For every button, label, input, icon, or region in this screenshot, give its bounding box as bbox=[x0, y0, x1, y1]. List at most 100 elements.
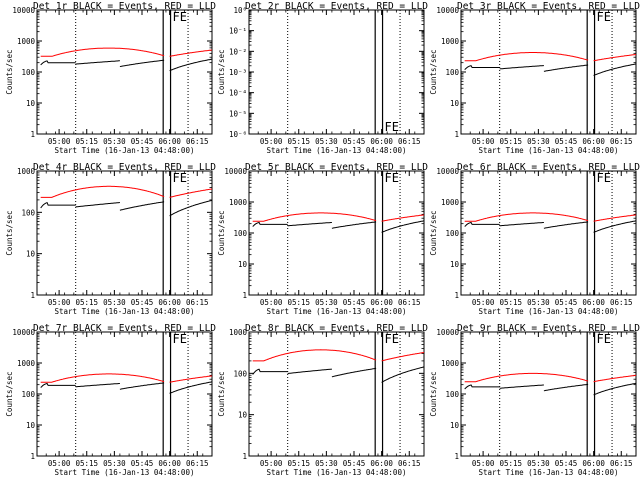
panel-det-9: Det 9r BLACK = Events, RED = LLD 1 10 100 10… bbox=[429, 323, 640, 477]
x-tick-label: 05:15 bbox=[287, 459, 310, 468]
panel-det-8: Det 8r BLACK = Events, RED = LLD 1 10 100 10… bbox=[217, 323, 428, 477]
lld-line bbox=[464, 212, 589, 222]
events-line-segment bbox=[464, 65, 500, 71]
x-tick-label: 05:45 bbox=[131, 298, 154, 307]
plot-frame bbox=[460, 170, 637, 296]
lld-line bbox=[381, 214, 425, 222]
y-tick-label: 10000 bbox=[224, 167, 247, 176]
x-tick-label: 05:45 bbox=[343, 298, 366, 307]
events-line-segment bbox=[543, 221, 589, 229]
panel-title: Det 5r BLACK = Events, RED = LLD bbox=[245, 162, 428, 173]
y-axis-label: Counts/sec bbox=[429, 210, 438, 255]
y-tick-label: 10 bbox=[450, 99, 460, 108]
plot-frame bbox=[248, 331, 425, 457]
x-tick-label: 05:30 bbox=[103, 137, 126, 146]
plot-frame bbox=[36, 170, 213, 296]
panel-det-1: Det 1r BLACK = Events, RED = LLD 1 10 100 10… bbox=[5, 1, 216, 155]
x-tick-label: 06:00 bbox=[582, 298, 605, 307]
x-tick-label: 06:15 bbox=[610, 459, 633, 468]
x-tick-label: 05:30 bbox=[527, 298, 550, 307]
x-tick-label: 05:00 bbox=[472, 137, 495, 146]
events-line-segment bbox=[75, 202, 120, 208]
events-line-segment bbox=[252, 368, 288, 375]
plot-frame bbox=[460, 9, 637, 135]
x-tick-label: 05:15 bbox=[499, 137, 522, 146]
y-tick-label: 100 bbox=[445, 390, 459, 399]
plot-frame bbox=[460, 331, 637, 457]
y-axis-label: Counts/sec bbox=[5, 49, 14, 94]
lld-line bbox=[169, 188, 213, 198]
panel-title: Det 2r BLACK = Events, RED = LLD bbox=[245, 1, 428, 12]
events-line-segment bbox=[331, 221, 377, 229]
lld-line bbox=[593, 374, 637, 383]
events-line-segment bbox=[543, 64, 589, 72]
y-tick-label: 1 bbox=[454, 130, 459, 139]
y-tick-label: 1 bbox=[30, 291, 35, 300]
x-axis-label: Start Time (16-Jan-13 04:48:00) bbox=[479, 307, 619, 316]
y-tick-label: 100 bbox=[21, 390, 35, 399]
x-axis-label: Start Time (16-Jan-13 04:48:00) bbox=[267, 468, 407, 477]
fe-flag: FE bbox=[385, 332, 399, 346]
y-tick-label: 10 bbox=[26, 421, 36, 430]
x-tick-label: 05:30 bbox=[315, 137, 338, 146]
y-axis-label: Counts/sec bbox=[429, 371, 438, 416]
panel-det-7: Det 7r BLACK = Events, RED = LLD 1 10 100 10… bbox=[5, 323, 216, 477]
panel-title: Det 6r BLACK = Events, RED = LLD bbox=[457, 162, 640, 173]
x-tick-label: 05:45 bbox=[343, 459, 366, 468]
y-axis-label: Counts/sec bbox=[5, 371, 14, 416]
y-tick-label: 10⁻¹ bbox=[229, 27, 247, 36]
fe-flag: FE bbox=[597, 10, 611, 24]
x-tick-label: 06:00 bbox=[158, 298, 181, 307]
y-tick-label: 1000 bbox=[441, 37, 460, 46]
lld-line bbox=[169, 49, 213, 57]
events-line-segment bbox=[381, 220, 425, 233]
fe-flag: FE bbox=[173, 332, 187, 346]
x-axis-label: Start Time (16-Jan-13 04:48:00) bbox=[479, 146, 619, 155]
events-line-segment bbox=[381, 366, 425, 383]
y-tick-label: 10000 bbox=[436, 167, 459, 176]
panel-title: Det 7r BLACK = Events, RED = LLD bbox=[33, 323, 216, 334]
events-line-segment bbox=[331, 367, 377, 378]
panel-title: Det 1r BLACK = Events, RED = LLD bbox=[33, 1, 216, 12]
y-tick-label: 1 bbox=[30, 452, 35, 461]
y-axis-label: Counts/sec bbox=[217, 49, 226, 94]
x-tick-label: 06:00 bbox=[158, 459, 181, 468]
y-axis-label: Counts/sec bbox=[217, 371, 226, 416]
y-tick-label: 10⁻⁴ bbox=[229, 89, 247, 98]
y-tick-label: 10⁻⁶ bbox=[229, 130, 247, 139]
y-tick-label: 10 bbox=[238, 260, 248, 269]
lld-line bbox=[40, 373, 165, 383]
y-tick-label: 10⁻³ bbox=[229, 68, 247, 77]
x-tick-label: 05:45 bbox=[555, 298, 578, 307]
panel-title: Det 9r BLACK = Events, RED = LLD bbox=[457, 323, 640, 334]
lld-line bbox=[40, 47, 165, 57]
events-line-segment bbox=[464, 384, 500, 390]
y-tick-label: 1000 bbox=[17, 167, 36, 176]
events-line-segment bbox=[593, 382, 637, 396]
lld-line bbox=[169, 375, 213, 383]
x-tick-label: 05:00 bbox=[260, 459, 283, 468]
x-tick-label: 05:15 bbox=[499, 298, 522, 307]
x-tick-label: 05:15 bbox=[287, 298, 310, 307]
x-tick-label: 05:45 bbox=[555, 137, 578, 146]
y-tick-label: 1000 bbox=[229, 328, 248, 337]
panel-title: Det 3r BLACK = Events, RED = LLD bbox=[457, 1, 640, 12]
y-tick-label: 100 bbox=[21, 68, 35, 77]
x-tick-label: 05:00 bbox=[472, 459, 495, 468]
plot-frame bbox=[248, 170, 425, 296]
fe-flag: FE bbox=[597, 171, 611, 185]
x-tick-label: 05:00 bbox=[48, 298, 71, 307]
events-line-segment bbox=[593, 220, 637, 233]
x-tick-label: 06:00 bbox=[582, 459, 605, 468]
events-line-segment bbox=[40, 201, 76, 209]
events-line-segment bbox=[75, 383, 120, 388]
events-line-segment bbox=[169, 199, 213, 217]
x-tick-label: 06:15 bbox=[186, 459, 209, 468]
x-tick-label: 06:15 bbox=[610, 137, 633, 146]
fe-flag: FE bbox=[385, 171, 399, 185]
y-tick-label: 100 bbox=[445, 68, 459, 77]
x-axis-label: Start Time (16-Jan-13 04:48:00) bbox=[267, 146, 407, 155]
x-tick-label: 05:30 bbox=[103, 298, 126, 307]
x-tick-label: 05:00 bbox=[260, 298, 283, 307]
